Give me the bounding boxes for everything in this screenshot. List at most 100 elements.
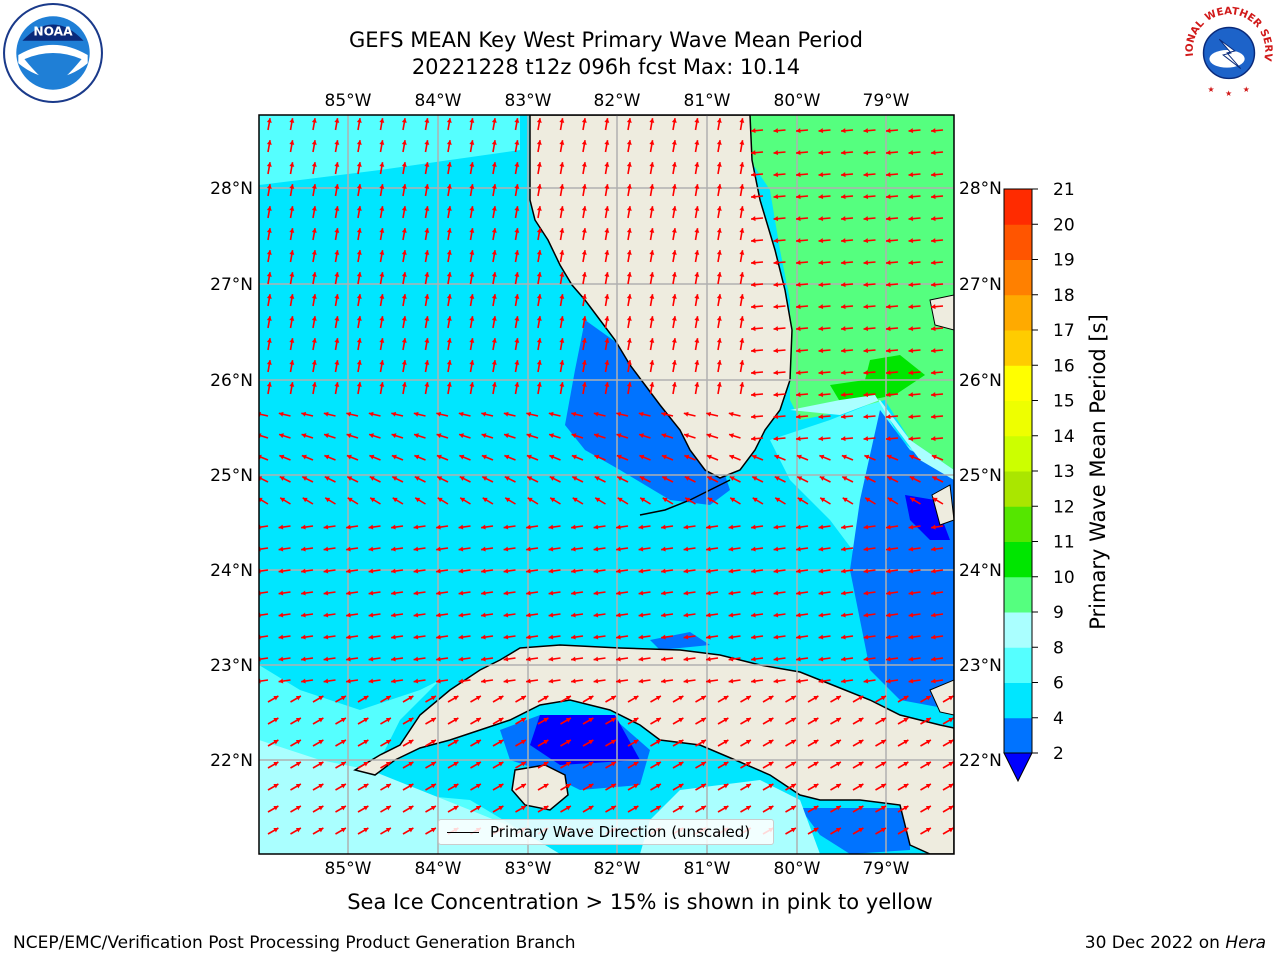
wave-direction-arrows xyxy=(259,118,954,835)
wave-arrow-head xyxy=(908,260,914,266)
wave-arrow-head xyxy=(797,476,803,481)
wave-arrow-head xyxy=(514,272,520,277)
wave-arrow-head xyxy=(323,656,329,662)
wave-arrow-head xyxy=(503,546,509,552)
wave-arrow-head xyxy=(469,360,475,365)
wave-arrow-head xyxy=(526,524,531,530)
wave-arrow-head xyxy=(514,294,520,299)
wave-arrow-head xyxy=(739,206,745,211)
wave-arrow-head xyxy=(796,194,801,200)
wave-arrow-head xyxy=(571,656,576,662)
lon-label-top: 85°W xyxy=(325,91,372,111)
wave-arrow-head xyxy=(413,612,419,618)
wave-arrow-head xyxy=(739,382,745,387)
wave-arrow-head xyxy=(739,184,745,189)
wave-arrow-head xyxy=(683,546,689,552)
wave-arrow-head xyxy=(751,370,756,376)
wave-arrow-head xyxy=(392,476,398,481)
colorbar-tick-label: 12 xyxy=(1053,497,1075,517)
footer-date-text: 30 Dec 2022 on xyxy=(1084,933,1226,953)
wave-arrow-head xyxy=(706,454,712,460)
colorbar-segment xyxy=(1004,717,1032,754)
wave-arrow-head xyxy=(385,828,391,833)
florida-land xyxy=(529,115,793,479)
wave-arrow-head xyxy=(751,238,756,244)
wave-arrow-head xyxy=(671,118,677,123)
wave-arrow-head xyxy=(424,118,430,123)
wave-arrow-head xyxy=(526,590,531,596)
wave-arrow-head xyxy=(369,454,375,460)
wave-arrow-head xyxy=(401,184,407,189)
wave-arrow-head xyxy=(863,656,869,662)
wave-arrow-head xyxy=(301,590,306,596)
wave-arrow-head xyxy=(548,656,554,662)
wave-arrow-head xyxy=(356,184,362,189)
wave-arrow-head xyxy=(491,272,497,277)
wave-arrow-head xyxy=(908,304,914,310)
wave-arrow-head xyxy=(356,316,362,321)
wave-arrow-head xyxy=(751,678,756,684)
wave-arrow-head xyxy=(481,411,487,417)
wave-arrow-head xyxy=(446,250,452,255)
wave-arrow-head xyxy=(548,546,554,552)
wave-arrow-head xyxy=(768,762,774,767)
wave-arrow-head xyxy=(931,260,936,266)
wave-arrow-head xyxy=(751,612,756,618)
wave-arrow-head xyxy=(729,476,735,481)
wave-arrow-head xyxy=(886,150,891,156)
wave-arrow-head xyxy=(526,612,531,618)
wave-arrow-head xyxy=(604,272,610,277)
wave-arrow-head xyxy=(503,590,509,596)
wave-arrow-head xyxy=(671,272,677,277)
wave-arrow-head xyxy=(633,718,639,723)
wave-arrow-head xyxy=(565,784,571,789)
wave-arrow-head xyxy=(662,497,668,503)
wave-arrow-head xyxy=(886,612,891,618)
wave-arrow-head xyxy=(716,228,722,233)
wave-arrow-head xyxy=(266,272,272,277)
wave-arrow-head xyxy=(751,216,756,222)
wave-arrow-head xyxy=(751,326,756,332)
wave-arrow-head xyxy=(796,590,801,596)
wave-arrow-head xyxy=(694,118,700,123)
wave-arrow-head xyxy=(514,162,520,167)
wave-arrow-head xyxy=(813,740,819,745)
wave-arrow-head xyxy=(886,238,891,244)
wave-arrow-head xyxy=(773,568,779,574)
wave-arrow-head xyxy=(863,128,869,134)
colorbar-tick-label: 13 xyxy=(1053,462,1075,482)
wave-arrow-head xyxy=(728,590,734,596)
wave-arrow-head xyxy=(318,696,324,701)
wave-arrow-head xyxy=(880,696,886,701)
wave-arrow-head xyxy=(931,150,936,156)
wave-arrow-head xyxy=(751,282,756,288)
wave-arrow-head xyxy=(346,524,351,530)
wave-arrow-head xyxy=(886,172,891,178)
wave-arrow-head xyxy=(301,546,306,552)
wave-arrow-head xyxy=(768,806,774,811)
wave-arrow-head xyxy=(379,294,385,299)
lat-label-right: 25°N xyxy=(959,466,1002,486)
wave-arrow-head xyxy=(638,634,644,640)
wave-arrow-head xyxy=(671,250,677,255)
lon-labels-bottom: 85°W 84°W 83°W 82°W 81°W 80°W 79°W xyxy=(325,859,910,879)
wave-arrow-head xyxy=(295,696,301,701)
wave-arrow-head xyxy=(903,740,909,745)
lon-label-top: 80°W xyxy=(774,91,821,111)
wave-arrow-head xyxy=(841,436,846,442)
wave-arrow-head xyxy=(346,546,351,552)
wave-arrow-head xyxy=(469,338,475,343)
wave-arrow-head xyxy=(773,656,779,662)
wave-arrow-head xyxy=(514,338,520,343)
wave-arrow-head xyxy=(334,338,340,343)
wave-arrow-head xyxy=(858,740,864,745)
wave-arrow-head xyxy=(536,382,542,387)
wave-arrow-head xyxy=(548,634,554,640)
wave-arrow-head xyxy=(908,326,914,332)
wave-arrow-head xyxy=(610,718,616,723)
wave-arrow-head xyxy=(401,360,407,365)
wave-arrow-head xyxy=(278,678,284,684)
wave-arrow-head xyxy=(649,184,655,189)
wave-arrow-head xyxy=(752,476,758,481)
wave-arrow-head xyxy=(469,382,475,387)
